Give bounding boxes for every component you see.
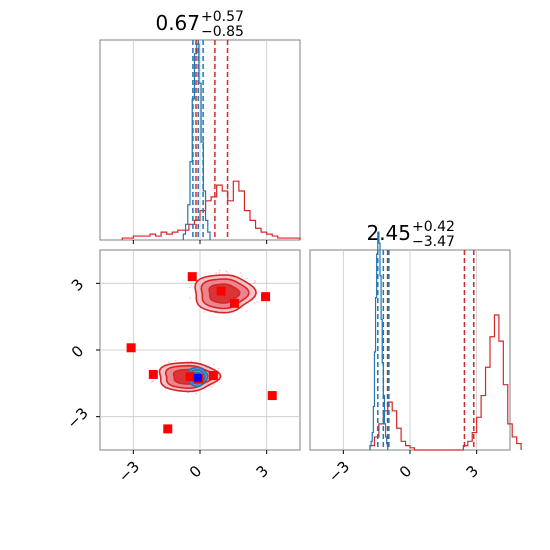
red-square-marker [229, 298, 239, 308]
red-square-marker [187, 272, 197, 282]
sample-point [254, 279, 256, 282]
sample-point [254, 281, 256, 284]
sample-point [188, 286, 191, 289]
red-square-marker [148, 369, 158, 379]
sample-point [224, 270, 227, 273]
sample-point [210, 386, 213, 388]
red-square-marker [261, 292, 271, 302]
sample-point [174, 359, 177, 362]
tick-label: −3 [63, 404, 91, 432]
marginal-x-content [121, 40, 301, 240]
marginal-y-title-upper: +0.42 [412, 219, 455, 235]
sample-point [189, 297, 191, 300]
sample-point [226, 271, 229, 273]
sample-point [167, 360, 170, 363]
marginal-y-title-median: 2.45 [366, 221, 411, 245]
red-square-marker [267, 391, 277, 401]
sample-point [151, 380, 153, 383]
tick-label: 0 [186, 462, 205, 481]
sample-point [164, 388, 167, 390]
posterior-b-histogram [369, 231, 389, 450]
marginal-x-title-lower: −0.85 [201, 24, 244, 40]
marginal-x-title-median: 0.67 [155, 11, 200, 35]
sample-point [215, 272, 218, 274]
grid-lines [100, 40, 478, 450]
sample-point [218, 269, 221, 272]
tick-label: 3 [463, 462, 482, 481]
sample-point [241, 275, 244, 278]
sample-point [256, 301, 259, 303]
truth-marker [193, 373, 202, 382]
tick-label: 0 [68, 342, 87, 361]
red-square-marker [185, 372, 195, 382]
red-square-marker [208, 371, 218, 381]
marginal-y-title: 2.45 +0.42 −3.47 [366, 219, 454, 250]
marginal-y-content [369, 231, 522, 451]
sample-point [218, 367, 220, 370]
posterior-a-histogram [369, 314, 522, 451]
tick-label: −3 [115, 457, 143, 485]
joint-content [126, 269, 277, 434]
sample-point [246, 277, 248, 280]
tick-label: 0 [396, 462, 415, 481]
sample-point [253, 302, 256, 304]
red-square-marker [126, 343, 136, 353]
sample-point [240, 271, 243, 274]
sample-point [212, 384, 215, 386]
marginal-x-title: 0.67 +0.57 −0.85 [155, 9, 243, 40]
sample-point [195, 392, 198, 395]
tick-label: −3 [325, 457, 353, 485]
tick-label: 3 [253, 462, 272, 481]
sample-point [212, 364, 215, 366]
posterior-a-histogram [121, 180, 301, 240]
sample-point [218, 271, 221, 274]
sample-point [245, 310, 248, 313]
marginal-y-title-lower: −3.47 [412, 234, 455, 250]
sample-point [190, 360, 193, 363]
sample-point [203, 311, 206, 313]
tick-label: 3 [68, 275, 87, 294]
red-square-marker [216, 286, 226, 296]
red-square-marker [163, 424, 173, 434]
sample-point [190, 284, 193, 287]
marginal-x-title-upper: +0.57 [201, 9, 244, 25]
